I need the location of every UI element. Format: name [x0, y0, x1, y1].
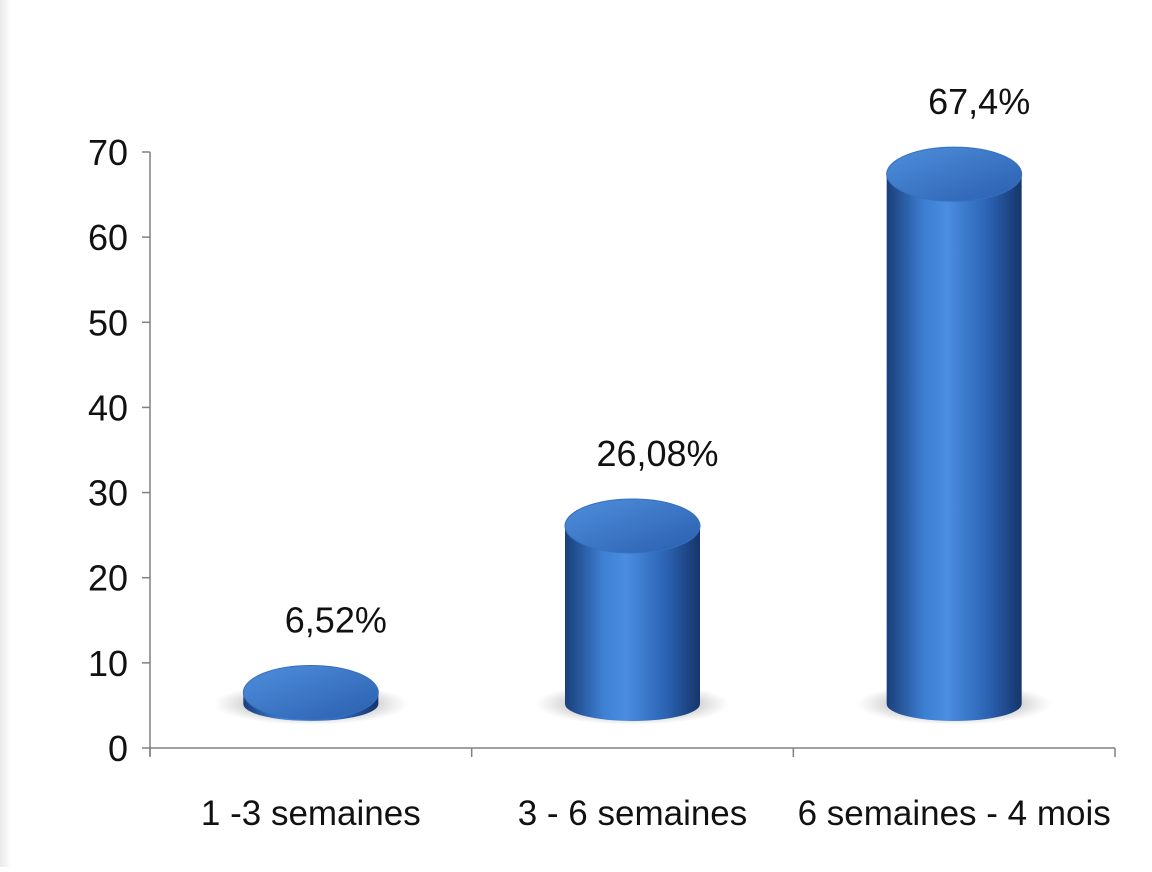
x-tick-label: 6 semaines - 4 mois	[798, 794, 1111, 833]
y-tick-label: 40	[88, 387, 128, 428]
y-tick-label: 20	[88, 558, 128, 599]
data-label: 67,4%	[928, 81, 1030, 122]
bar-top	[886, 146, 1023, 202]
x-tick-label: 1 -3 semaines	[201, 794, 421, 833]
bar-top	[242, 664, 379, 720]
y-tick-label: 50	[88, 302, 128, 343]
x-tick-label: 3 - 6 semaines	[518, 794, 748, 833]
bar	[565, 525, 700, 721]
y-tick-label: 0	[108, 728, 128, 769]
left-edge-shade	[0, 0, 11, 867]
bar	[886, 174, 1022, 721]
data-label: 26,08%	[596, 433, 718, 474]
y-tick-label: 70	[88, 132, 128, 173]
y-tick-label: 60	[88, 217, 128, 258]
data-label: 6,52%	[285, 599, 387, 640]
y-tick-label: 10	[88, 643, 128, 684]
y-tick-label: 30	[88, 473, 128, 514]
bar-top	[564, 498, 701, 554]
